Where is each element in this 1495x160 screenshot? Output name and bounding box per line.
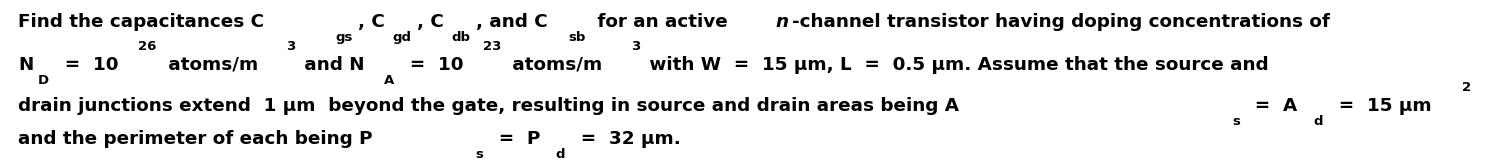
- Text: , and C: , and C: [475, 13, 547, 31]
- Text: for an active: for an active: [591, 13, 734, 31]
- Text: n: n: [776, 13, 788, 31]
- Text: 2: 2: [1462, 81, 1471, 94]
- Text: and N: and N: [298, 56, 365, 74]
- Text: and the perimeter of each being P: and the perimeter of each being P: [18, 130, 372, 148]
- Text: d: d: [556, 148, 565, 160]
- Text: , C: , C: [417, 13, 444, 31]
- Text: A: A: [384, 74, 395, 87]
- Text: with W  =  15 μm, L  =  0.5 μm. Assume that the source and: with W = 15 μm, L = 0.5 μm. Assume that …: [643, 56, 1268, 74]
- Text: =  10: = 10: [52, 56, 118, 74]
- Text: Find the capacitances C: Find the capacitances C: [18, 13, 265, 31]
- Text: -channel transistor having doping concentrations of: -channel transistor having doping concen…: [792, 13, 1331, 31]
- Text: sb: sb: [568, 31, 586, 44]
- Text: s: s: [475, 148, 483, 160]
- Text: db: db: [451, 31, 471, 44]
- Text: 3: 3: [631, 40, 640, 53]
- Text: gs: gs: [335, 31, 353, 44]
- Text: =  10: = 10: [398, 56, 463, 74]
- Text: D: D: [37, 74, 49, 87]
- Text: N: N: [18, 56, 33, 74]
- Text: atoms/m: atoms/m: [161, 56, 259, 74]
- Text: drain junctions extend  1 μm  beyond the gate, resulting in source and drain are: drain junctions extend 1 μm beyond the g…: [18, 97, 958, 115]
- Text: 23: 23: [483, 40, 501, 53]
- Text: 3: 3: [286, 40, 295, 53]
- Text: =  15 μm: = 15 μm: [1326, 97, 1432, 115]
- Text: =  32 μm.: = 32 μm.: [568, 130, 680, 148]
- Text: atoms/m: atoms/m: [507, 56, 602, 74]
- Text: 26: 26: [138, 40, 157, 53]
- Text: , C: , C: [357, 13, 384, 31]
- Text: gd: gd: [392, 31, 411, 44]
- Text: =  P: = P: [486, 130, 540, 148]
- Text: =  A: = A: [1242, 97, 1298, 115]
- Text: d: d: [1314, 115, 1323, 128]
- Text: s: s: [1232, 115, 1239, 128]
